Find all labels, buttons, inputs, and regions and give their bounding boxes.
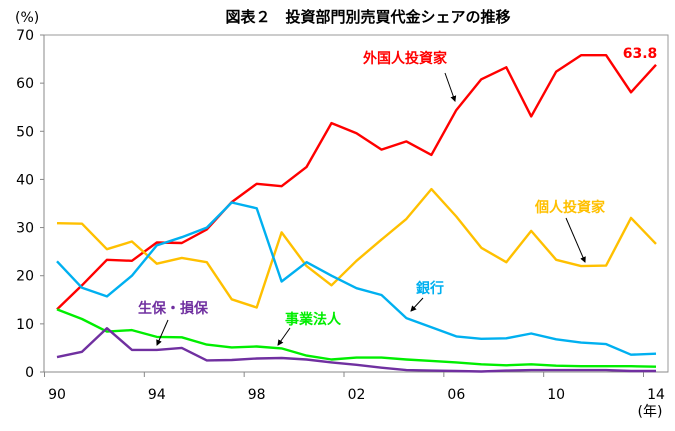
- series-line-0: [57, 55, 656, 309]
- label-last-value: 63.8: [623, 46, 658, 62]
- y-tick-label: 40: [16, 172, 34, 188]
- label-corporate: 事業法人: [285, 311, 342, 328]
- y-tick-label: 30: [16, 221, 34, 237]
- y-axis-unit: (%): [15, 10, 39, 26]
- y-tick-label: 20: [16, 269, 34, 285]
- arrow-foreign: [445, 73, 455, 101]
- label-bank: 銀行: [416, 280, 444, 297]
- arrow-bank: [411, 298, 423, 311]
- y-tick-label: 10: [16, 317, 34, 333]
- chart-title: 図表２ 投資部門別売買代金シェアの推移: [225, 8, 510, 26]
- label-insurance: 生保・損保: [138, 300, 209, 317]
- arrow-corporate: [278, 328, 290, 345]
- label-individual: 個人投資家: [534, 199, 606, 216]
- series-line-3: [57, 309, 656, 366]
- x-tick-label: 02: [348, 387, 366, 403]
- x-tick-label: 14: [647, 387, 665, 403]
- y-tick-label: 70: [16, 28, 34, 44]
- x-tick-label: 06: [447, 387, 465, 403]
- series-line-2: [57, 203, 656, 355]
- arrow-insurance: [157, 320, 168, 345]
- x-tick-label: 94: [148, 387, 166, 403]
- y-tick-label: 60: [16, 76, 34, 92]
- label-foreign: 外国人投資家: [363, 50, 448, 67]
- arrow-individual: [566, 218, 585, 262]
- x-axis-unit: (年): [638, 404, 663, 420]
- x-tick-label: 10: [547, 387, 565, 403]
- y-tick-label: 50: [16, 124, 34, 140]
- x-tick-label: 90: [48, 387, 66, 403]
- x-tick-label: 98: [248, 387, 266, 403]
- y-tick-label: 0: [25, 365, 34, 381]
